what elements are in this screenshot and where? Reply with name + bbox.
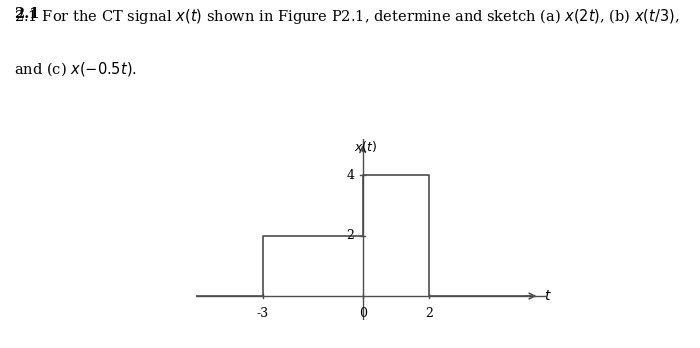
Text: -3: -3 [257,307,269,319]
Text: 2.1: 2.1 [14,7,39,21]
Text: $x(t)$: $x(t)$ [354,139,377,154]
Text: 2.1 For the CT signal $x(t)$ shown in Figure P2.1, determine and sketch (a) $x(2: 2.1 For the CT signal $x(t)$ shown in Fi… [14,7,680,26]
Text: $t$: $t$ [545,289,552,303]
Text: and (c) $x(-0.5t)$.: and (c) $x(-0.5t)$. [14,60,137,78]
Text: 2: 2 [426,307,433,319]
Text: 4: 4 [346,169,354,182]
Text: 0: 0 [358,307,367,319]
Text: 2: 2 [346,229,354,242]
